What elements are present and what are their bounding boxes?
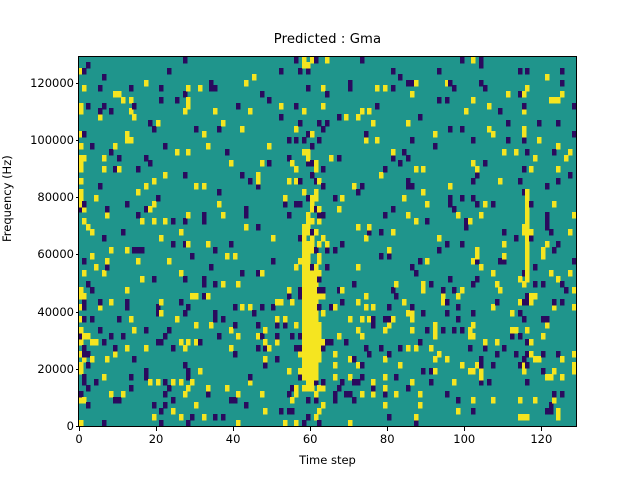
x-tick-mark bbox=[387, 427, 389, 431]
y-tick-mark bbox=[75, 254, 79, 256]
y-tick-label: 100000 bbox=[30, 133, 74, 148]
x-tick-mark bbox=[541, 427, 543, 431]
x-tick-mark bbox=[79, 427, 80, 431]
x-axis-label: Time step bbox=[299, 453, 356, 467]
y-tick-label: 60000 bbox=[37, 247, 74, 262]
x-tick-label: 40 bbox=[225, 432, 241, 446]
x-tick-label: 100 bbox=[453, 432, 476, 446]
x-tick-mark bbox=[156, 427, 158, 431]
x-tick-mark bbox=[310, 427, 312, 431]
x-tick-label: 80 bbox=[379, 432, 395, 446]
x-tick-label: 60 bbox=[302, 432, 318, 446]
page-title: Predicted : Gma bbox=[273, 32, 382, 47]
x-tick-mark bbox=[233, 427, 235, 431]
y-tick-label: 40000 bbox=[37, 304, 74, 319]
y-tick-mark bbox=[75, 368, 79, 370]
y-tick-label: 0 bbox=[66, 419, 74, 433]
x-tick-label: 20 bbox=[148, 432, 164, 446]
heatmap-plot-area bbox=[78, 56, 577, 427]
y-tick-label: 120000 bbox=[30, 75, 74, 90]
y-tick-mark bbox=[75, 197, 79, 199]
y-tick-mark bbox=[75, 140, 79, 142]
y-axis-label: Frequency (Hz) bbox=[0, 154, 14, 242]
y-tick-label: 80000 bbox=[37, 190, 74, 205]
x-tick-label: 120 bbox=[530, 432, 553, 446]
y-tick-label: 20000 bbox=[37, 361, 74, 376]
y-tick-mark bbox=[75, 426, 79, 427]
y-tick-mark bbox=[75, 82, 79, 84]
x-tick-mark bbox=[464, 427, 466, 431]
x-tick-label: 0 bbox=[75, 432, 83, 446]
y-tick-mark bbox=[75, 311, 79, 313]
heatmap-canvas bbox=[79, 57, 576, 426]
